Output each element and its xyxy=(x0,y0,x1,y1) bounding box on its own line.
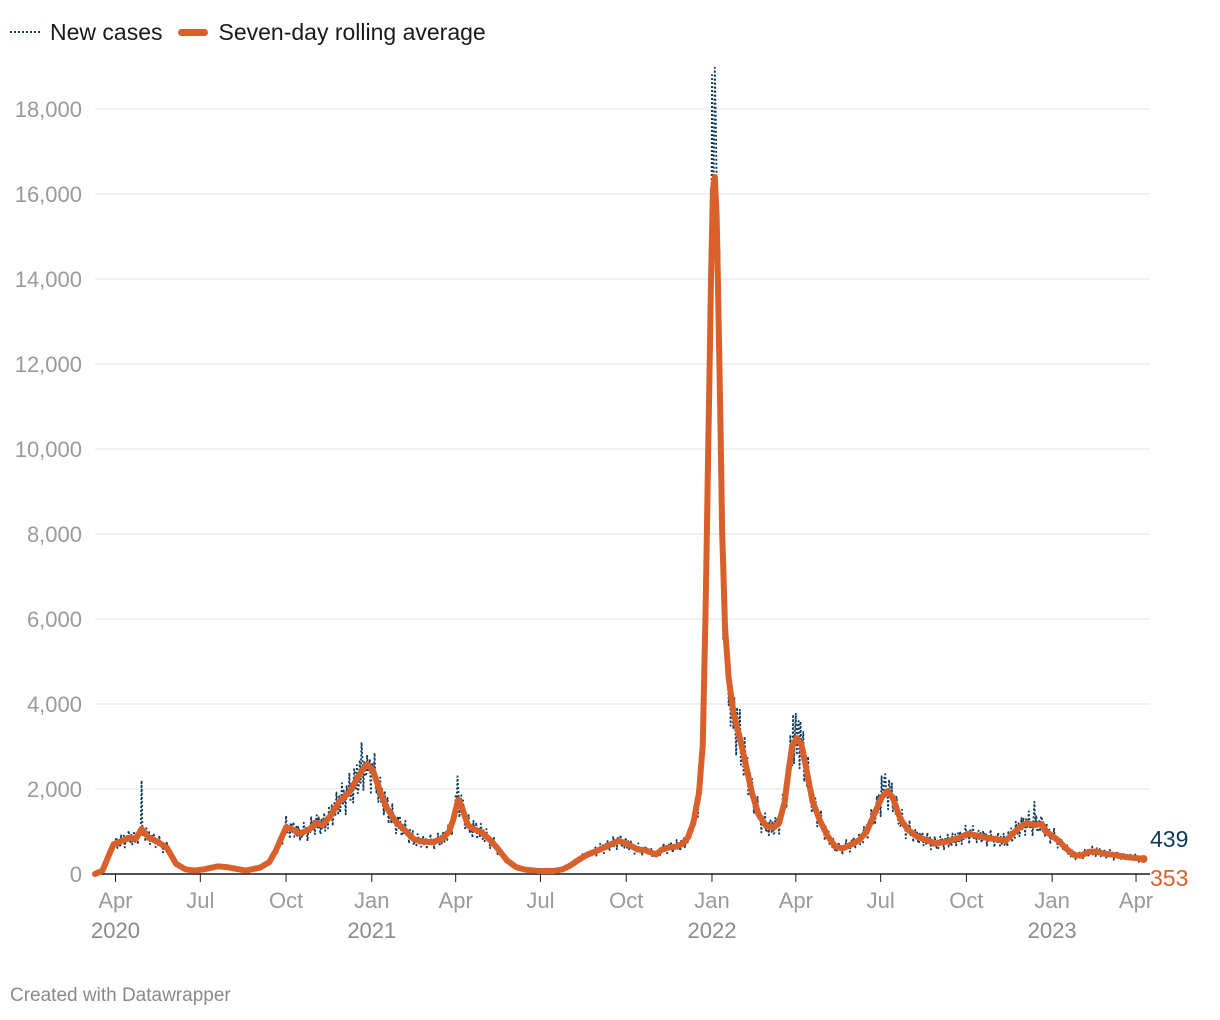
x-year-label: 2020 xyxy=(91,918,140,943)
y-tick-label: 18,000 xyxy=(15,97,82,122)
y-tick-label: 16,000 xyxy=(15,182,82,207)
legend-label-rolling-average: Seven-day rolling average xyxy=(218,18,486,45)
y-tick-label: 6,000 xyxy=(27,607,82,632)
x-tick-label: Oct xyxy=(269,888,303,913)
end-label-rolling-average: 353 xyxy=(1150,865,1188,891)
end-label-new-cases: 439 xyxy=(1150,826,1188,852)
x-tick-label: Jan xyxy=(1034,888,1069,913)
series-rolling-average-line[interactable] xyxy=(92,174,1147,877)
line-chart: 0 2,000 4,000 6,000 8,000 10,000 12,000 14,000 1… xyxy=(15,66,1188,943)
x-year-label: 2021 xyxy=(347,918,396,943)
x-tick-label: Jul xyxy=(186,888,214,913)
plot-area xyxy=(92,66,1147,877)
y-tick-label: 14,000 xyxy=(15,267,82,292)
legend: New cases Seven-day rolling average xyxy=(10,16,502,48)
y-tick-label: 2,000 xyxy=(27,777,82,802)
end-labels: 439 353 xyxy=(1139,826,1188,891)
legend-solid-swatch-icon xyxy=(178,28,209,36)
y-axis: 0 2,000 4,000 6,000 8,000 10,000 12,000 14,000 1… xyxy=(15,97,82,887)
x-axis: Apr Jul Oct Jan Apr Jul Oct Jan Apr Jul Oct Jan Apr 2… xyxy=(91,874,1153,943)
x-tick-label: Jul xyxy=(526,888,554,913)
legend-dotted-swatch-icon xyxy=(10,31,40,33)
x-tick-label: Apr xyxy=(439,888,473,913)
legend-item-new-cases[interactable]: New cases xyxy=(10,19,162,46)
x-tick-label: Apr xyxy=(98,888,132,913)
y-tick-label: 4,000 xyxy=(27,692,82,717)
series-new-cases-line[interactable] xyxy=(94,66,1144,875)
rolling-average-end-dot xyxy=(1139,854,1148,863)
x-year-label: 2023 xyxy=(1028,918,1077,943)
x-tick-label: Apr xyxy=(779,888,813,913)
y-tick-label: 12,000 xyxy=(15,352,82,377)
legend-item-rolling-average[interactable]: Seven-day rolling average xyxy=(178,18,486,46)
x-year-label: 2022 xyxy=(687,918,736,943)
y-tick-label: 10,000 xyxy=(15,437,82,462)
legend-label-new-cases: New cases xyxy=(50,18,163,45)
credit-text[interactable]: Created with Datawrapper xyxy=(10,985,231,1006)
y-tick-label: 8,000 xyxy=(27,522,82,547)
x-tick-label: Jul xyxy=(867,888,895,913)
y-tick-label: 0 xyxy=(70,862,82,887)
x-tick-label: Apr xyxy=(1119,888,1153,913)
x-tick-label: Oct xyxy=(609,888,643,913)
grid-lines xyxy=(95,108,1150,875)
x-tick-label: Jan xyxy=(694,888,729,913)
x-tick-label: Jan xyxy=(354,888,389,913)
x-tick-label: Oct xyxy=(949,888,983,913)
